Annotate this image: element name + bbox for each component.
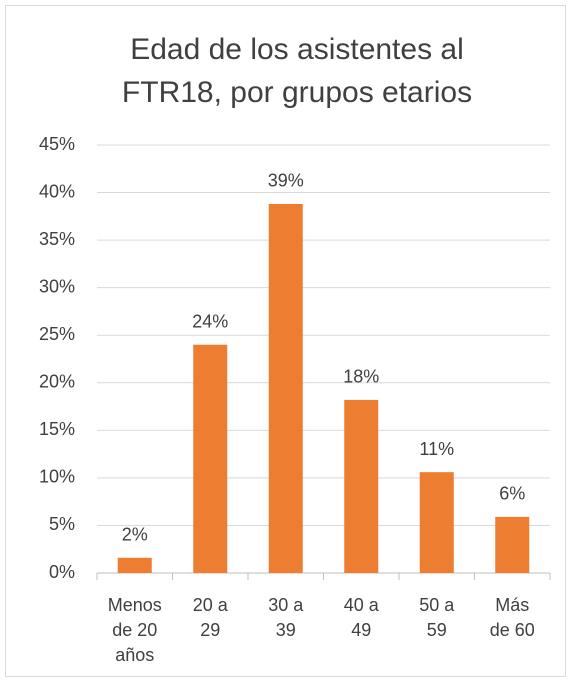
bar [495,516,530,573]
x-tick-label: Más de 60 [489,595,535,640]
data-label: 18% [343,367,379,387]
x-tick-label: 50 a 59 [419,595,455,640]
data-label: 24% [192,311,228,331]
data-label: 6% [499,484,525,504]
bar [344,399,379,573]
y-tick-label: 45% [39,134,75,154]
bar [193,344,228,573]
y-tick-label: 20% [39,372,75,392]
chart-title: Edad de los asistentes al FTR18, por gru… [121,33,473,109]
data-label: 11% [419,439,454,459]
y-tick-label: 10% [39,467,75,487]
y-tick-label: 40% [39,181,75,201]
y-tick-label: 5% [49,514,75,534]
data-label: 2% [122,525,148,545]
x-tick-label: 40 a 49 [343,595,379,640]
y-tick-label: 15% [39,419,75,439]
x-tick-label: Menos de 20 años [107,595,162,665]
y-tick-label: 25% [39,324,75,344]
y-tick-label: 30% [39,276,75,296]
y-tick-label: 0% [49,562,75,582]
bar [268,203,303,574]
x-tick-label: 30 a 39 [268,595,304,640]
x-tick-label: 20 a 29 [192,595,228,640]
y-tick-label: 35% [39,229,75,249]
bar [117,557,152,573]
bar [419,472,454,573]
data-label: 39% [268,171,304,191]
